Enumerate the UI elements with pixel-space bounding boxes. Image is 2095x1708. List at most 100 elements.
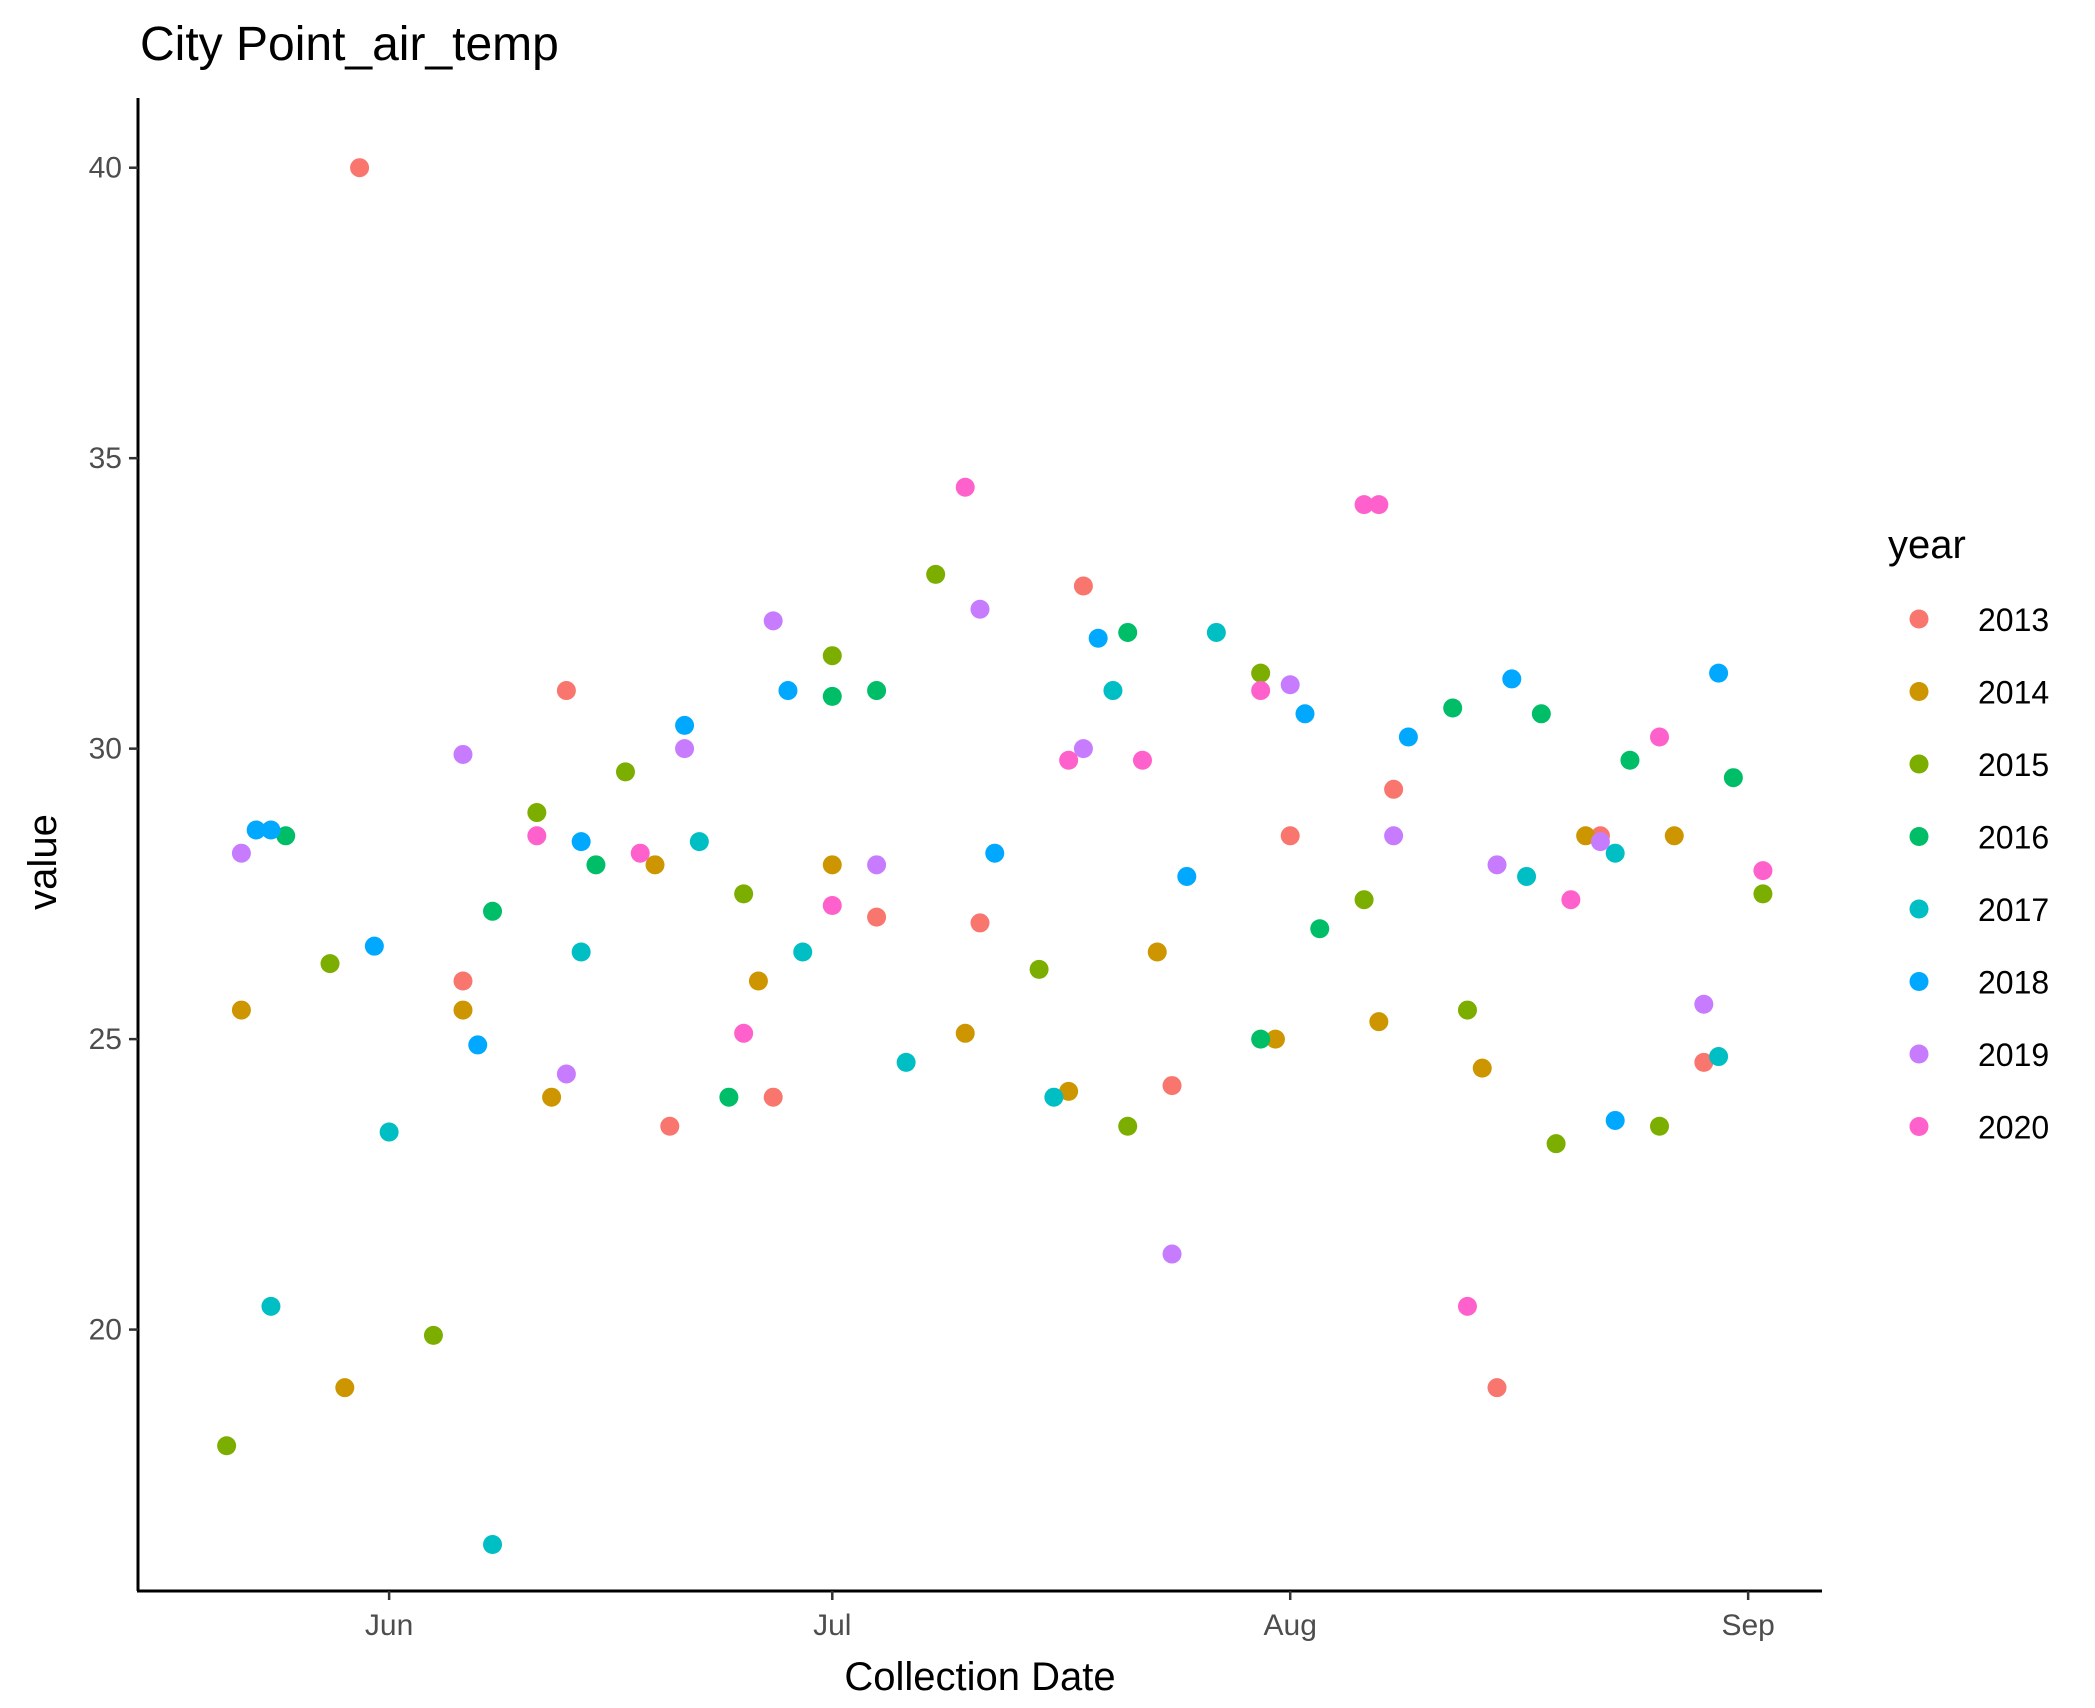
legend: year 2013 2014 2015 2016 2017 2018 2019 2020 [1888, 523, 2049, 1146]
data-point-2016 [1118, 622, 1138, 642]
legend-label-2019: 2019 [1978, 1037, 2049, 1073]
data-point-2013 [867, 907, 887, 927]
legend-items: 2013 2014 2015 2016 2017 2018 2019 2020 [1909, 602, 2049, 1146]
data-point-2020 [1561, 890, 1581, 910]
data-point-2020 [822, 895, 842, 915]
data-point-2014 [822, 855, 842, 875]
legend-key-2014 [1909, 682, 1929, 701]
data-point-2015 [1029, 959, 1049, 979]
data-point-2013 [1384, 779, 1404, 799]
data-points [217, 158, 1773, 1555]
data-point-2016 [867, 681, 887, 701]
data-point-2015 [615, 762, 635, 782]
data-point-2014 [1576, 826, 1596, 846]
data-point-2014 [955, 1023, 975, 1043]
data-point-2019 [1073, 739, 1093, 759]
data-point-2015 [320, 954, 340, 974]
data-point-2018 [261, 820, 281, 840]
data-point-2013 [763, 1087, 783, 1107]
data-point-2015 [1650, 1116, 1670, 1136]
data-point-2018 [1088, 628, 1108, 648]
y-tick-label: 35 [89, 442, 122, 475]
data-point-2019 [1280, 675, 1300, 695]
data-point-2013 [1694, 1052, 1714, 1072]
data-point-2016 [1310, 919, 1330, 939]
data-point-2020 [1457, 1296, 1477, 1316]
legend-title: year [1888, 523, 1966, 567]
legend-key-2013 [1909, 609, 1929, 629]
data-point-2013 [453, 971, 473, 991]
x-tick-label: Aug [1264, 1609, 1317, 1642]
legend-label-2016: 2016 [1978, 820, 2049, 856]
data-point-2014 [1369, 1012, 1389, 1032]
legend-key-2018 [1909, 972, 1929, 991]
data-point-2018 [1605, 1110, 1625, 1130]
data-point-2019 [453, 744, 473, 764]
data-point-2018 [246, 820, 266, 840]
data-point-2017 [1605, 843, 1625, 863]
data-point-2020 [1753, 861, 1773, 881]
data-point-2014 [542, 1087, 562, 1107]
data-point-2013 [1280, 826, 1300, 846]
data-point-2020 [1354, 495, 1374, 515]
data-point-2014 [1147, 942, 1167, 962]
data-point-2014 [231, 1000, 251, 1020]
data-point-2019 [675, 739, 695, 759]
data-point-2018 [571, 832, 591, 852]
data-point-2014 [645, 855, 665, 875]
data-point-2015 [1457, 1000, 1477, 1020]
y-ticks: 20 25 30 35 40 [89, 152, 138, 1347]
data-point-2019 [1487, 855, 1507, 875]
data-point-2020 [955, 477, 975, 497]
data-point-2013 [970, 913, 990, 933]
data-point-2020 [1650, 727, 1670, 747]
x-tick-label: Jun [365, 1609, 413, 1642]
data-point-2018 [468, 1035, 488, 1055]
data-point-2019 [556, 1064, 576, 1084]
data-point-2020 [1369, 495, 1389, 515]
data-point-2018 [1502, 669, 1522, 689]
legend-label-2014: 2014 [1978, 675, 2049, 711]
y-tick-label: 40 [89, 152, 122, 185]
y-axis-title: value [21, 814, 65, 910]
data-point-2015 [822, 646, 842, 666]
data-point-2018 [1177, 866, 1197, 886]
data-point-2015 [217, 1436, 237, 1456]
data-point-2019 [1162, 1244, 1182, 1264]
legend-key-2020 [1909, 1117, 1929, 1136]
data-point-2019 [867, 855, 887, 875]
legend-label-2018: 2018 [1978, 965, 2049, 1001]
data-point-2019 [231, 843, 251, 863]
x-tick-label: Sep [1721, 1609, 1774, 1642]
y-tick-label: 30 [89, 733, 122, 766]
data-point-2018 [985, 843, 1005, 863]
data-point-2020 [1059, 750, 1079, 770]
data-point-2017 [896, 1052, 916, 1072]
data-point-2016 [719, 1087, 739, 1107]
data-point-2016 [822, 686, 842, 706]
data-point-2013 [556, 681, 576, 701]
data-point-2018 [675, 715, 695, 735]
data-point-2019 [1590, 832, 1610, 852]
data-point-2019 [763, 611, 783, 631]
data-point-2019 [1694, 994, 1714, 1014]
data-point-2020 [527, 826, 547, 846]
data-point-2016 [276, 826, 296, 846]
data-point-2015 [926, 564, 946, 584]
y-tick-label: 20 [89, 1314, 122, 1347]
legend-label-2017: 2017 [1978, 892, 2049, 928]
data-point-2015 [527, 803, 547, 823]
data-point-2015 [1118, 1116, 1138, 1136]
data-point-2016 [1531, 704, 1551, 724]
legend-key-2015 [1909, 754, 1929, 774]
data-point-2018 [1709, 663, 1729, 683]
data-point-2018 [1295, 704, 1315, 724]
data-point-2015 [1546, 1134, 1566, 1154]
legend-label-2020: 2020 [1978, 1110, 2049, 1146]
data-point-2015 [1251, 663, 1271, 683]
data-point-2016 [1251, 1029, 1271, 1049]
data-point-2014 [1664, 826, 1684, 846]
x-axis-title: Collection Date [844, 1655, 1115, 1699]
data-point-2014 [1059, 1081, 1079, 1101]
data-point-2014 [335, 1378, 355, 1398]
